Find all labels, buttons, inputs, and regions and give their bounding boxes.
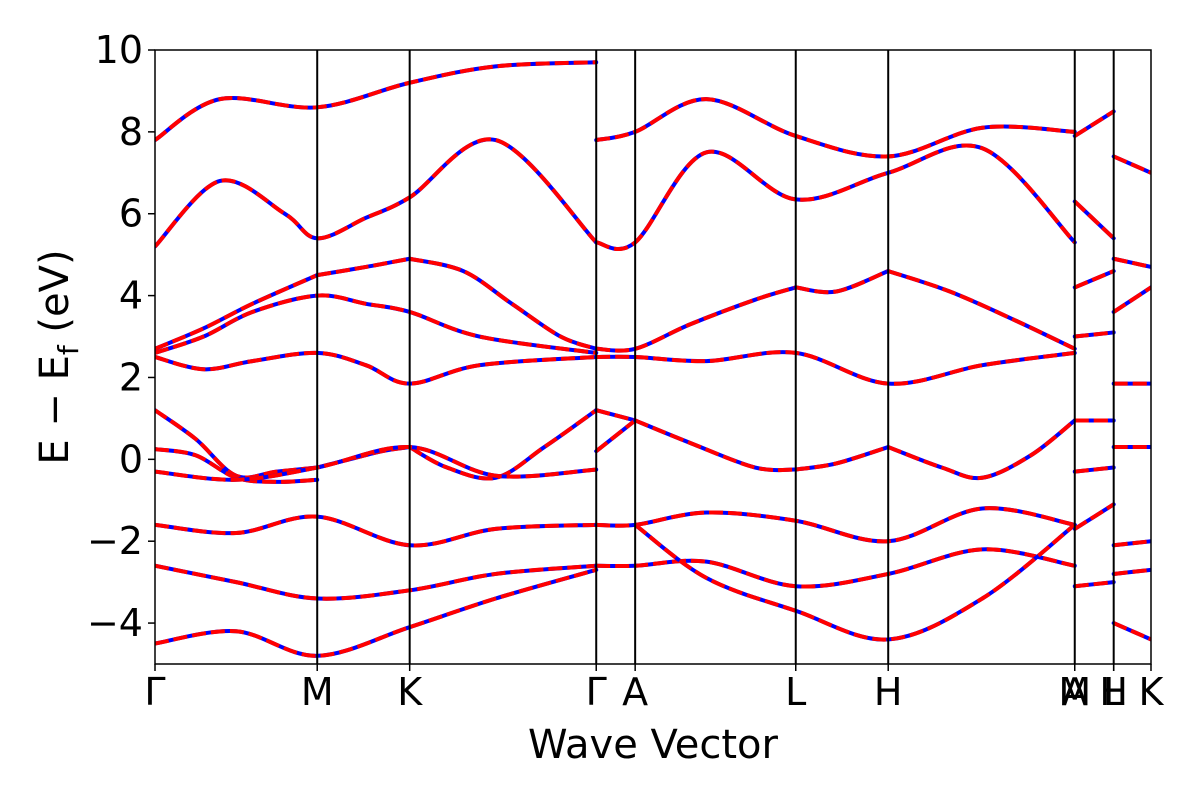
band-line-red-36 [1074,580,1114,589]
x-tick-label-2: K [397,670,423,714]
x-tick-label-1: M [301,670,334,714]
band-line-red-42 [1112,154,1151,175]
band-line-red-25 [155,567,597,658]
band-line-red-32 [1073,199,1116,240]
plot-frame [154,49,1152,665]
band-line-red-20 [595,143,1077,251]
y-tick-label-6: 8 [119,110,143,154]
y-tick-label-4: 4 [119,274,143,318]
x-tick-label-9: L [1103,670,1124,714]
x-axis-label: Wave Vector [528,722,779,768]
x-tick-label-4: A [622,670,648,714]
x-tick-label-7: A [1062,670,1088,714]
band-line-red-4 [155,445,597,482]
band-line-red-40 [1113,256,1151,269]
band-line-red-2 [408,408,598,481]
band-line-blue-12 [407,256,599,351]
x-tick-label-6: H [874,670,903,714]
band-line-red-11 [316,256,411,278]
band-line-red-19 [155,137,598,248]
band-line-red-35 [1073,502,1115,531]
band-line-red-16 [795,269,889,295]
x-tick-label-10: H [1099,670,1128,714]
band-line-red-15 [596,285,797,353]
band-line-red-33 [1073,269,1115,290]
band-line-red-9 [887,418,1077,481]
y-axis-label-main: E − E [32,355,78,465]
band-line-red-39 [1113,539,1151,548]
band-line-red-28 [633,523,1077,642]
y-tick-label-3: 2 [119,355,143,399]
band-line-red-21 [155,60,597,142]
x-tick-label-8: M [1058,670,1091,714]
band-line-red-24 [155,563,597,601]
y-axis-label-subscript: f [52,344,85,355]
band-line-red-6 [594,418,637,453]
band-line-red-13 [155,293,597,355]
bands-layer [155,60,1151,658]
y-axis-ticks: −4 −2 0 2 4 6 8 10 [87,28,155,645]
band-line-red-8 [795,445,889,472]
band-line-red-5 [595,408,636,423]
band-line-red-44 [1113,567,1151,576]
y-tick-label-0: −4 [87,601,143,645]
band-line-red-26 [596,506,1076,544]
x-tick-label-11: K [1139,670,1165,714]
band-line-red-3 [155,447,318,484]
band-line-red-23 [155,514,597,548]
band-line-red-27 [596,547,1076,589]
y-tick-label-1: −2 [87,519,143,563]
y-axis-label: E − Ef (eV) [32,249,85,464]
band-line-red-14 [155,350,597,386]
x-tick-label-0: Γ [144,670,165,714]
band-line-red-10 [155,273,319,351]
y-tick-label-5: 6 [119,192,143,236]
y-tick-label-7: 10 [95,28,143,72]
y-tick-label-2: 0 [119,437,143,481]
high-symmetry-lines [316,50,1115,664]
band-line-red-41 [1112,285,1151,314]
band-line-red-43 [1112,621,1151,642]
band-line-red-17 [887,269,1076,351]
band-line-red-34 [1074,330,1114,339]
x-tick-label-5: L [785,670,806,714]
band-line-red-29 [1074,465,1114,474]
band-line-red-7 [634,418,796,473]
band-line-red-18 [596,350,1076,386]
x-axis-ticks: Γ M K Γ A L H AM LH K [144,664,1165,714]
y-axis-label-unit: (eV) [32,249,78,345]
band-line-red-31 [1073,109,1115,138]
x-tick-label-3: Γ [586,670,607,714]
